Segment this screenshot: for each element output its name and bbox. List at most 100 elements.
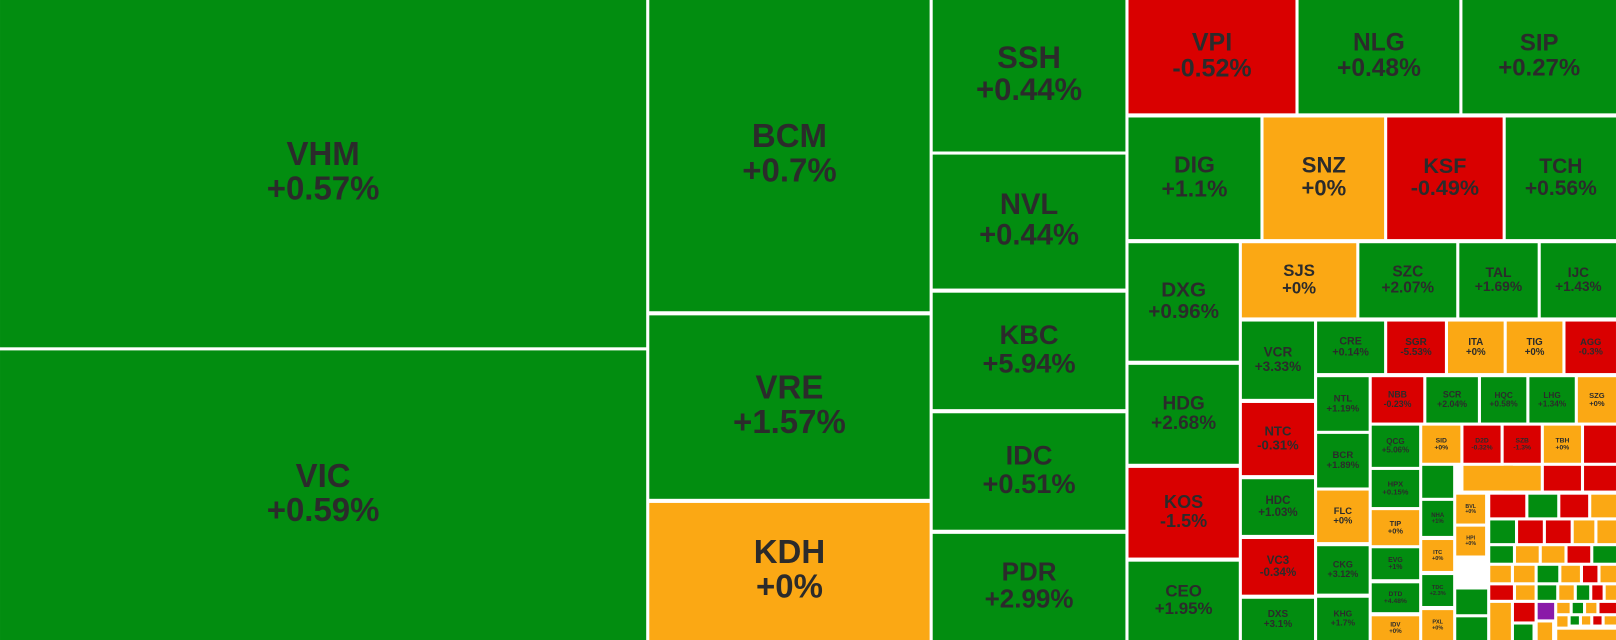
tile-background [1128,0,1296,114]
tile-background [1543,425,1581,463]
tile: ITA+0% [1448,321,1504,374]
ticker: NBB [1388,390,1407,400]
tile-background [932,533,1126,640]
change: +0% [1589,399,1605,408]
ticker: TBH [1555,437,1569,444]
change: -0.3% [1579,347,1603,357]
change: +0.14% [1332,347,1369,359]
change: +1.34% [1538,399,1567,408]
tile [1559,585,1574,600]
tile-background [932,292,1126,410]
tile [1597,520,1616,544]
tile-background [1456,494,1486,524]
change: +0% [1388,526,1403,535]
tile [1599,602,1616,614]
tile: VC3-0.34% [1241,539,1315,595]
tile-background [1463,425,1501,463]
tile-background [1565,321,1616,374]
change: +0.15% [1382,487,1408,496]
tile-background [1371,583,1420,613]
tile [1593,616,1602,625]
ticker: EVG [1388,557,1403,564]
tile [1545,520,1571,544]
tile [1490,494,1526,518]
tile [1513,602,1535,622]
tile [1537,602,1555,620]
tile [1557,602,1570,614]
change: +3.12% [1328,569,1359,579]
ticker: HDG [1163,393,1205,414]
tile [1516,546,1539,563]
change: +0% [1333,516,1353,526]
tile [1570,616,1579,625]
ticker: VC3 [1267,555,1289,567]
change: +1.95% [1155,599,1213,618]
change: +0.58% [1490,399,1519,408]
change: -1.5% [1160,511,1207,531]
tile: IDV+0% [1371,616,1420,640]
ticker: NTL [1334,394,1353,405]
tile: NHA+1% [1422,500,1454,536]
change: +3.1% [1264,619,1293,630]
tile-background [932,0,1126,152]
ticker: NLG [1353,29,1405,56]
tile-background [1506,321,1563,374]
tile: KHG+1.7% [1317,597,1369,640]
ticker: IJC [1568,265,1589,280]
change: +0% [1465,509,1476,515]
tile-background [1263,117,1385,240]
ticker: BCR [1333,450,1354,461]
tile [1541,546,1565,563]
tile [1537,585,1557,600]
tile-background [1422,610,1454,640]
ticker: HDC [1265,495,1290,507]
tile-background [1422,540,1454,571]
ticker: SGR [1405,337,1426,348]
ticker: LHG [1543,391,1560,400]
tile-background [932,154,1126,289]
tile: NTL+1.19% [1317,377,1369,431]
ticker: VRE [756,369,824,406]
change: +0.96% [1148,300,1219,323]
change: +0% [756,567,823,604]
ticker: HQC [1494,391,1512,400]
tile: TBH+0% [1543,425,1581,463]
tile: SIP+0.27% [1462,0,1616,114]
tile [1503,465,1541,491]
tile-background [1241,539,1315,595]
tile [1490,565,1511,583]
tile: VHM+0.57% [0,0,647,348]
tile-background [1371,510,1420,546]
ticker: KOS [1164,492,1203,512]
ticker: IDC [1006,440,1053,471]
tile [1572,602,1584,614]
tile-background [1422,425,1461,463]
tile: KBC+5.94% [932,292,1126,410]
tile: VIC+0.59% [0,350,647,640]
tile: EVG+1% [1371,548,1420,580]
ticker: SCR [1443,390,1462,400]
tile [1584,465,1616,491]
change: +0% [1556,444,1570,451]
tile [1490,602,1511,640]
ticker: FLC [1334,506,1352,516]
tile: SJS+0% [1241,243,1357,318]
tile [1593,546,1616,563]
change: +0.7% [742,151,836,188]
tile [1516,585,1535,600]
tile: CEO+1.95% [1128,561,1239,640]
tile: LHG+1.34% [1529,377,1575,423]
change: +0.44% [979,219,1079,251]
tile-background [1128,467,1239,558]
ticker: SZC [1392,263,1423,280]
tile-background [1371,616,1420,640]
tile-background [1480,377,1527,423]
tile: KSF-0.49% [1387,117,1503,240]
tile [1567,546,1591,563]
tile-background [1422,575,1454,606]
ticker: QCG [1386,437,1404,446]
change: +1.1% [1162,175,1228,201]
tile-background [1456,526,1486,556]
tile-background [1387,117,1503,240]
tile: PDR+2.99% [932,533,1126,640]
